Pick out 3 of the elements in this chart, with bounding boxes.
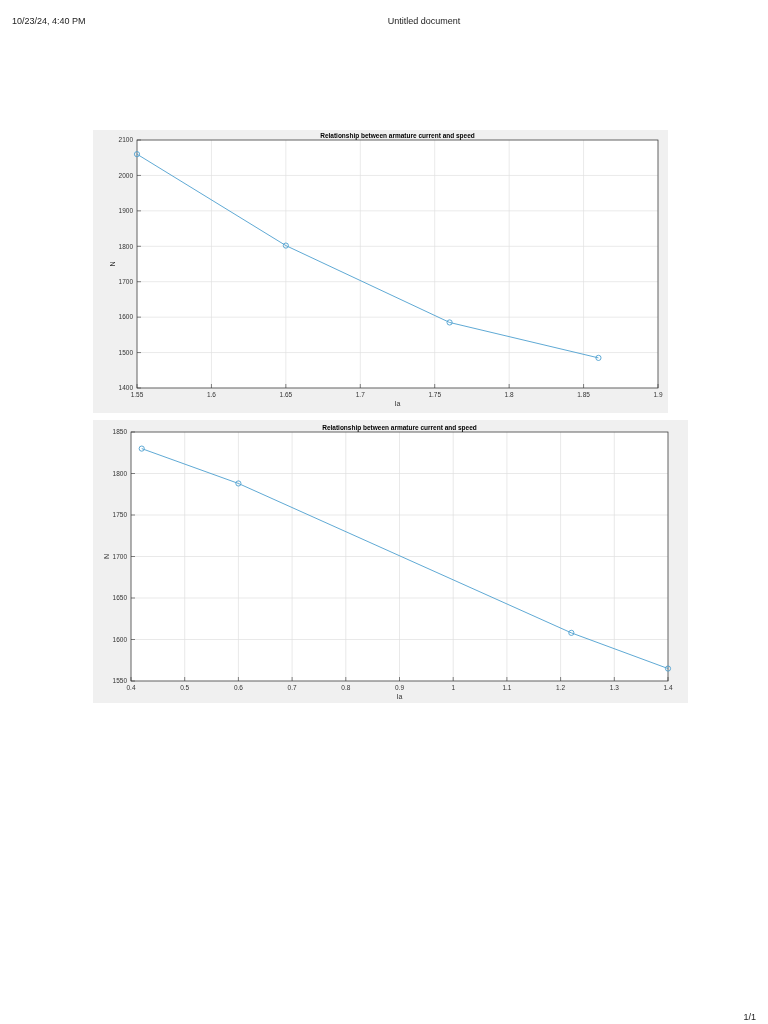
text: Untitled document [387,16,461,26]
text: 10/23/24, 4:40 PM [12,16,86,26]
text: 1/1 [743,1012,756,1022]
